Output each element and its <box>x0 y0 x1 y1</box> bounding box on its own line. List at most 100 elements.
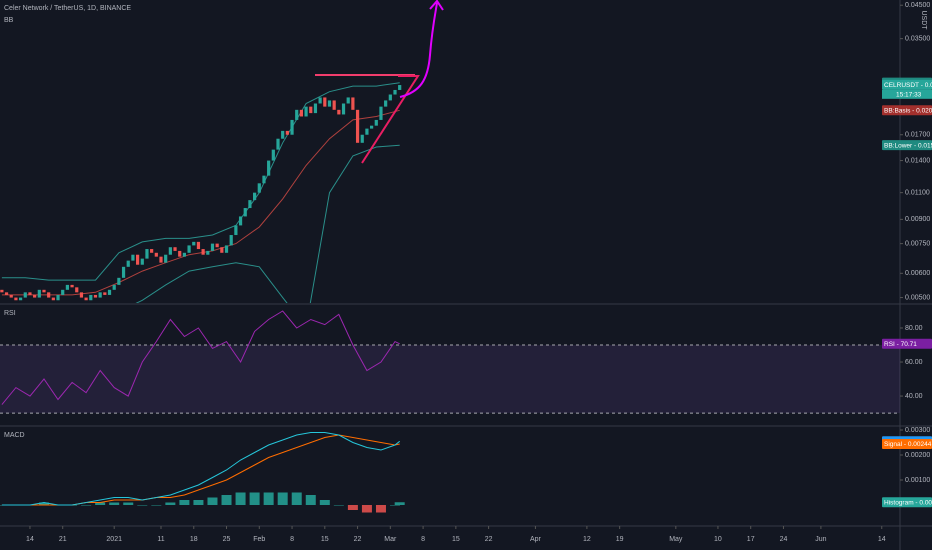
y-tick-label: 0.01100 <box>905 190 930 197</box>
x-tick-label: 25 <box>223 536 231 543</box>
candle <box>313 103 318 114</box>
candle <box>47 292 51 298</box>
histogram-bar <box>193 500 204 505</box>
candle <box>164 254 168 263</box>
bollinger-band <box>1 82 400 281</box>
y-tick-label: 0.00600 <box>905 270 930 277</box>
candle <box>234 225 238 236</box>
candle <box>271 149 275 161</box>
y-tick-label: 40.00 <box>905 393 923 400</box>
histogram-bar <box>291 492 302 505</box>
candle <box>220 247 224 253</box>
candle <box>70 284 74 288</box>
candle <box>341 103 346 115</box>
x-tick-label: 17 <box>747 536 755 543</box>
x-tick-label: 19 <box>616 536 624 543</box>
histogram-bar <box>394 502 405 505</box>
candle <box>61 289 65 295</box>
x-tick-label: Mar <box>384 536 397 543</box>
x-tick-label: 22 <box>354 536 362 543</box>
arrow-head <box>429 0 444 11</box>
x-tick-label: May <box>669 536 683 543</box>
histogram-bar <box>305 495 316 505</box>
candle <box>112 284 116 290</box>
histogram-bar <box>207 497 218 505</box>
candle <box>224 245 229 253</box>
candle <box>51 297 55 301</box>
histogram-bar <box>263 492 274 505</box>
candle <box>18 297 23 301</box>
candle <box>215 243 219 248</box>
candle <box>238 216 243 226</box>
x-tick-label: 10 <box>714 536 722 543</box>
candle <box>23 292 27 298</box>
forecast-arrow <box>399 2 438 98</box>
candle <box>206 250 210 255</box>
candle <box>121 266 126 278</box>
candle <box>290 119 294 135</box>
histogram-bar <box>361 505 372 513</box>
x-tick-label: 12 <box>583 536 591 543</box>
candle <box>107 289 112 295</box>
histogram-bar <box>151 505 162 506</box>
candle <box>337 109 341 115</box>
pane <box>0 310 900 414</box>
candle <box>285 130 289 135</box>
drawings <box>315 0 444 164</box>
candle <box>332 100 336 110</box>
y-tick-label: 0.00500 <box>905 294 930 301</box>
bollinger-band <box>135 144 400 303</box>
candle <box>370 125 374 129</box>
candle <box>28 292 32 295</box>
x-tick-label: 15 <box>452 536 460 543</box>
price-badge <box>882 497 932 508</box>
indicator-label: BB <box>4 17 14 24</box>
countdown-label: 15:17:33 <box>896 92 922 99</box>
candle <box>398 85 402 90</box>
candle <box>257 183 261 193</box>
histogram-bar <box>137 505 148 506</box>
candle <box>299 109 304 117</box>
histogram-bar <box>81 505 92 506</box>
candle <box>56 294 60 301</box>
candle <box>243 208 247 217</box>
candle <box>154 252 158 257</box>
price-badge-label: Signal - 0.00244 <box>884 441 932 448</box>
candle <box>248 200 252 209</box>
candle <box>187 245 191 253</box>
histogram-bar <box>95 502 106 505</box>
candle <box>89 294 93 301</box>
candle <box>140 258 144 265</box>
candle <box>192 241 196 246</box>
pane-title: RSI <box>4 310 16 317</box>
candle <box>281 130 285 139</box>
x-tick-label: 21 <box>59 536 67 543</box>
y-tick-label: 0.01400 <box>905 157 930 164</box>
y-tick-label: 0.03500 <box>905 36 930 43</box>
candle <box>360 134 364 143</box>
price-badge <box>882 105 932 116</box>
candle <box>262 175 266 184</box>
x-tick-label: Jun <box>815 536 826 543</box>
y-tick-label: 0.01700 <box>905 132 930 139</box>
candle <box>84 297 88 301</box>
pane <box>0 82 402 303</box>
x-tick-label: 15 <box>321 536 329 543</box>
candle <box>117 277 121 285</box>
candle <box>276 138 280 150</box>
candle <box>168 247 172 255</box>
candle <box>37 289 41 298</box>
x-tick-label: 22 <box>485 536 493 543</box>
candle <box>388 94 392 101</box>
price-badge <box>882 338 932 349</box>
histogram-bar <box>333 505 344 506</box>
candle <box>131 254 135 261</box>
rsi-line <box>1 310 400 405</box>
price-badge-label: BB:Basis - 0.02043 <box>884 108 932 115</box>
candle <box>229 235 233 246</box>
histogram-bar <box>375 505 386 513</box>
histogram-bar <box>277 492 288 505</box>
candle <box>103 292 107 295</box>
triangle-drawing <box>361 75 420 164</box>
